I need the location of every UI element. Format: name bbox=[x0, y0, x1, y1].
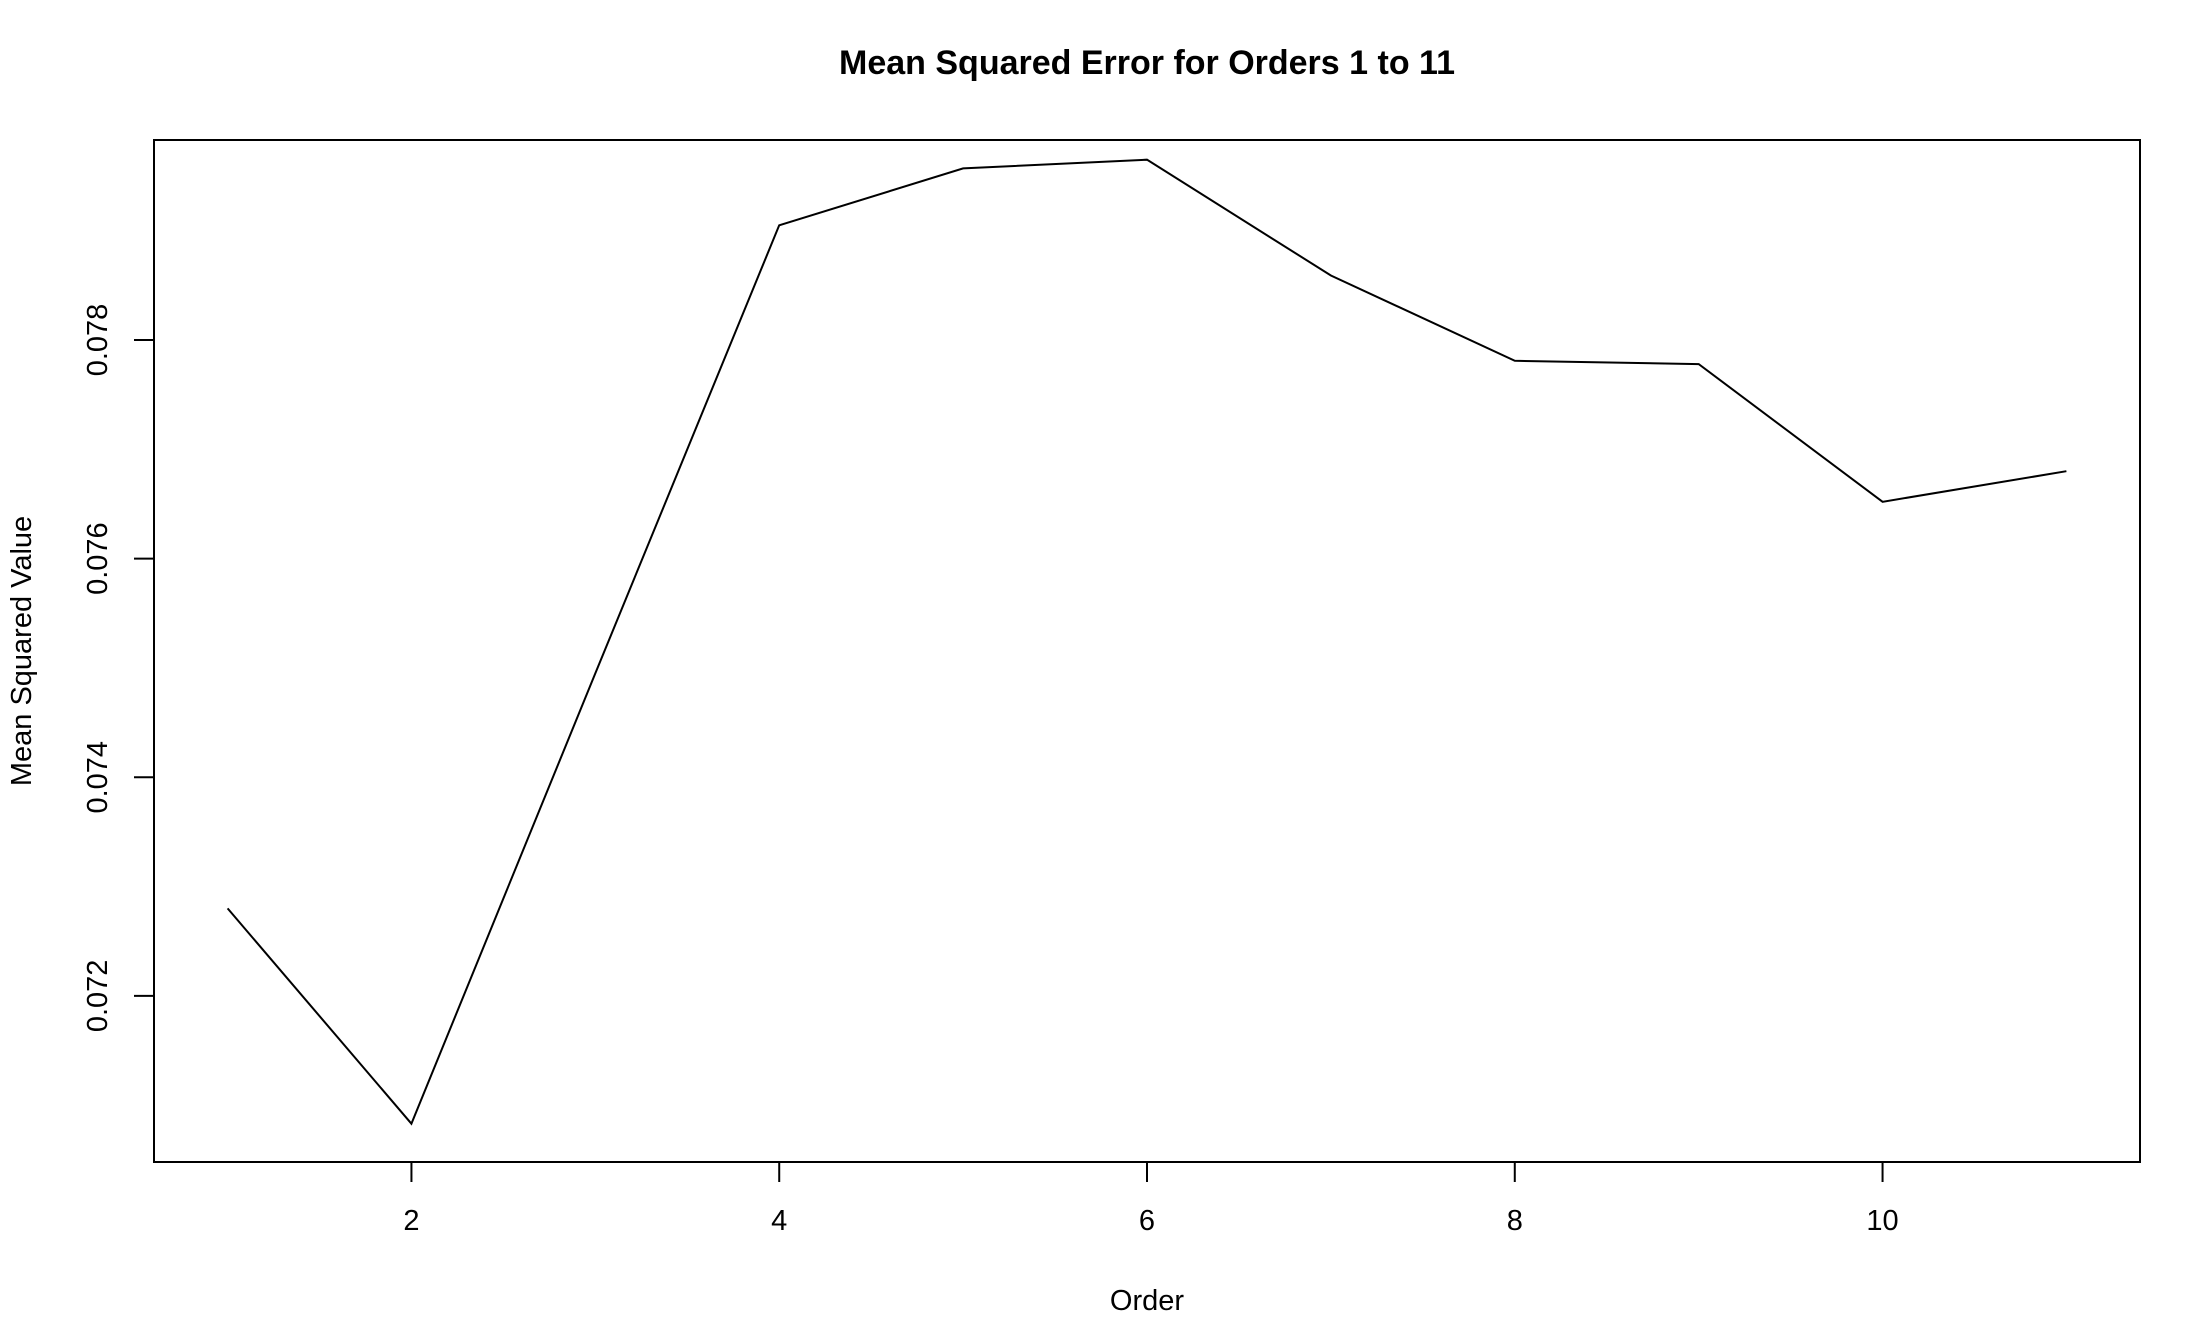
x-tick-label: 10 bbox=[1866, 1205, 1898, 1237]
plot-frame bbox=[153, 139, 2141, 1163]
series-line bbox=[226, 158, 2067, 1126]
y-tick-label: 0.072 bbox=[82, 960, 114, 1033]
x-tick-label: 8 bbox=[1507, 1205, 1523, 1237]
y-axis: 0.072 0.074 0.076 0.078 bbox=[82, 304, 154, 1032]
x-tick-label: 4 bbox=[771, 1205, 787, 1237]
y-tick-label: 0.076 bbox=[82, 522, 114, 595]
y-tick-label: 0.074 bbox=[82, 741, 114, 814]
x-axis: 2 4 6 8 10 bbox=[403, 1162, 1899, 1237]
y-tick-label: 0.078 bbox=[82, 304, 114, 377]
y-axis-label: Mean Squared Value bbox=[6, 516, 38, 786]
chart-title: Mean Squared Error for Orders 1 to 11 bbox=[839, 44, 1455, 82]
x-axis-label: Order bbox=[1110, 1285, 1184, 1317]
x-tick-label: 2 bbox=[403, 1205, 419, 1237]
x-tick-label: 6 bbox=[1139, 1205, 1155, 1237]
